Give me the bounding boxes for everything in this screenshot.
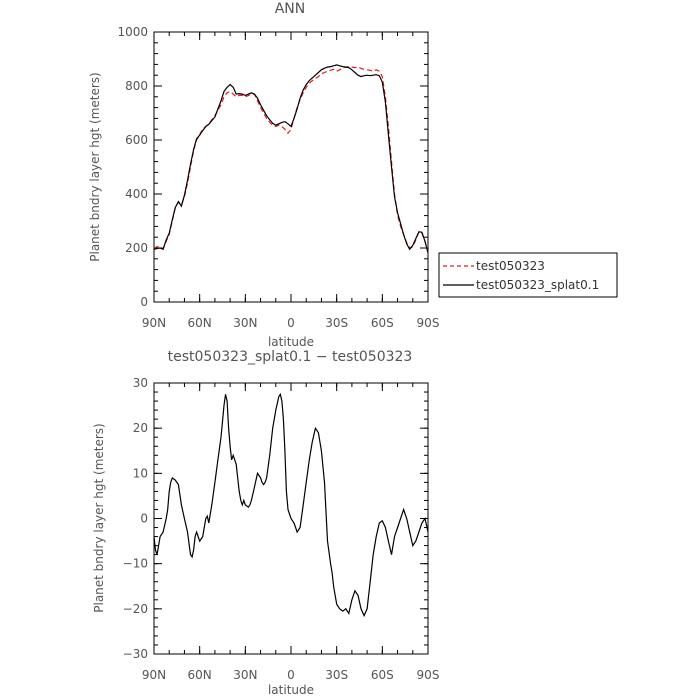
bottom-y-axis-label: Planet bndry layer hgt (meters) xyxy=(92,423,106,613)
top-y-axis: 0 200 400 600 800 1000 xyxy=(117,25,428,309)
top-x-tick-label: 0 xyxy=(287,316,295,330)
top-y-axis-label: Planet bndry layer hgt (meters) xyxy=(88,72,102,262)
legend-label-test050323: test050323 xyxy=(476,259,545,273)
top-y-tick-label: 800 xyxy=(125,79,148,93)
bottom-panel: test050323_splat0.1 − test050323 −30−20−… xyxy=(92,349,439,697)
bottom-y-tick-label: −20 xyxy=(123,602,148,616)
bottom-series-line-0 xyxy=(153,392,429,618)
bottom-y-tick-label: 10 xyxy=(133,466,148,480)
top-x-tick-label: 60S xyxy=(371,316,394,330)
top-x-tick-label: 90S xyxy=(417,316,440,330)
bottom-y-tick-label: −30 xyxy=(123,647,148,661)
bottom-title: test050323_splat0.1 − test050323 xyxy=(168,349,413,365)
top-y-tick-label: 0 xyxy=(140,295,148,309)
bottom-y-tick-label: 0 xyxy=(140,512,148,526)
legend: test050323 test050323_splat0.1 xyxy=(438,252,618,298)
top-x-tick-label: 90N xyxy=(142,316,166,330)
bottom-x-tick-label: 90S xyxy=(417,668,440,682)
bottom-y-axis: −30 −20 −10 0 10 20 30 xyxy=(123,376,428,661)
top-x-axis: 90N 60N 30N 0 30S 60S 90S xyxy=(142,32,440,330)
legend-label-splat: test050323_splat0.1 xyxy=(476,278,599,292)
bottom-x-tick-label: 90N xyxy=(142,668,166,682)
top-x-axis-label: latitude xyxy=(268,335,314,349)
top-x-tick-label: 60N xyxy=(188,316,212,330)
bottom-y-tick-label: 30 xyxy=(133,376,148,390)
bottom-x-tick-label: 0 xyxy=(287,668,295,682)
top-series-lines xyxy=(153,64,429,254)
top-series-line-0 xyxy=(153,65,429,253)
bottom-x-tick-label: 30S xyxy=(325,668,348,682)
top-y-tick-label: 200 xyxy=(125,241,148,255)
bottom-x-tick-label: 60S xyxy=(371,668,394,682)
bottom-y-tick-label: −10 xyxy=(123,557,148,571)
top-y-tick-label: 400 xyxy=(125,187,148,201)
top-x-tick-label: 30S xyxy=(325,316,348,330)
top-plot-frame xyxy=(153,31,429,303)
bottom-x-axis: 90N 60N 30N 0 30S 60S 90S xyxy=(142,383,440,682)
top-y-tick-label: 1000 xyxy=(117,25,148,39)
legend-box xyxy=(438,252,618,298)
bottom-x-axis-label: latitude xyxy=(268,683,314,697)
top-series-line-1 xyxy=(153,64,429,254)
bottom-y-tick-label: 20 xyxy=(133,421,148,435)
bottom-x-tick-label: 30N xyxy=(233,668,257,682)
top-title: ANN xyxy=(275,1,306,17)
bottom-x-tick-label: 60N xyxy=(188,668,212,682)
top-x-tick-label: 30N xyxy=(233,316,257,330)
bottom-series-lines xyxy=(153,392,429,618)
top-y-tick-label: 600 xyxy=(125,133,148,147)
